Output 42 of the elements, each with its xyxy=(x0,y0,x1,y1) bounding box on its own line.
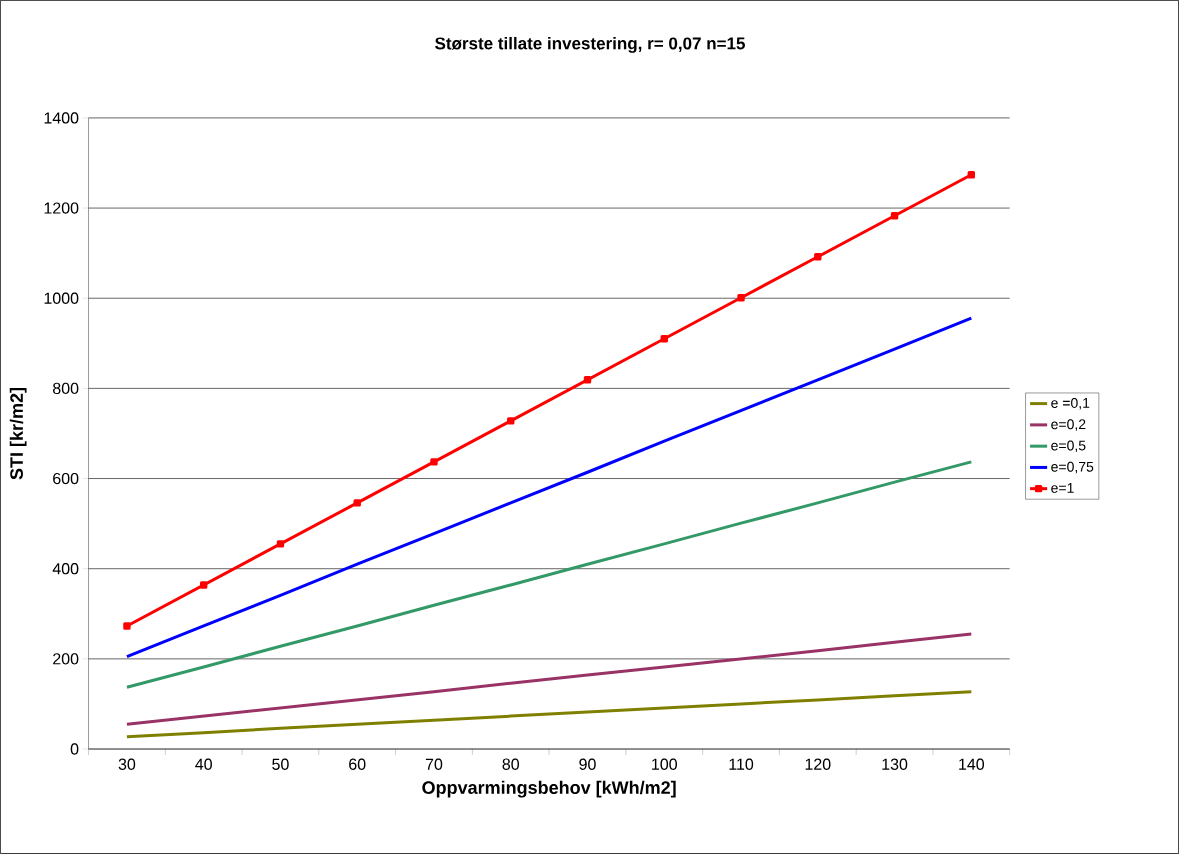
legend-label: e =0,1 xyxy=(1051,397,1090,410)
point xyxy=(660,335,668,343)
x-tick-label: 40 xyxy=(195,758,212,770)
point xyxy=(583,376,592,384)
y-axis-title: STI [kr/m2] xyxy=(9,388,27,480)
point xyxy=(353,499,361,507)
x-tick-label: 110 xyxy=(729,758,754,770)
y-tick-label: 1200 xyxy=(44,202,79,214)
point xyxy=(737,294,745,302)
y-tick-label: 0 xyxy=(70,743,79,755)
x-tick-label: 30 xyxy=(118,758,136,770)
y-tick-label: 600 xyxy=(53,472,79,485)
legend-label: e=1 xyxy=(1051,483,1074,493)
y-tick-label: 1400 xyxy=(44,112,79,124)
x-axis-title: Oppvarmingsbehov [kWh/m2] xyxy=(422,780,676,798)
x-tick-label: 130 xyxy=(882,758,908,770)
chart-title: Største tillate investering, r= 0,07 n=15 xyxy=(435,36,745,53)
point xyxy=(276,540,285,548)
y-tick-label: 1000 xyxy=(44,292,79,304)
point xyxy=(123,622,131,630)
legend-label: e=0,75 xyxy=(1051,461,1094,474)
point xyxy=(199,581,208,589)
legend-label: e=0,2 xyxy=(1051,419,1086,431)
x-tick-label: 140 xyxy=(959,758,985,770)
x-tick-label: 70 xyxy=(425,758,443,770)
point xyxy=(890,212,899,220)
x-tick-label: 80 xyxy=(502,758,519,770)
point xyxy=(814,253,822,261)
y-tick-label: 400 xyxy=(52,563,79,575)
point xyxy=(430,458,438,466)
x-tick-label: 90 xyxy=(579,758,596,770)
x-tick-label: 50 xyxy=(272,758,289,770)
x-tick-label: 100 xyxy=(652,758,677,770)
x-tick-label: 60 xyxy=(349,758,366,770)
point xyxy=(967,171,976,179)
line-series xyxy=(125,690,973,739)
x-tick-label: 120 xyxy=(805,758,831,770)
legend-label: e=0,5 xyxy=(1051,440,1086,453)
line-series xyxy=(125,460,973,689)
point xyxy=(507,417,515,425)
y-tick-label: 800 xyxy=(53,382,79,395)
y-tick-label: 200 xyxy=(53,653,79,665)
